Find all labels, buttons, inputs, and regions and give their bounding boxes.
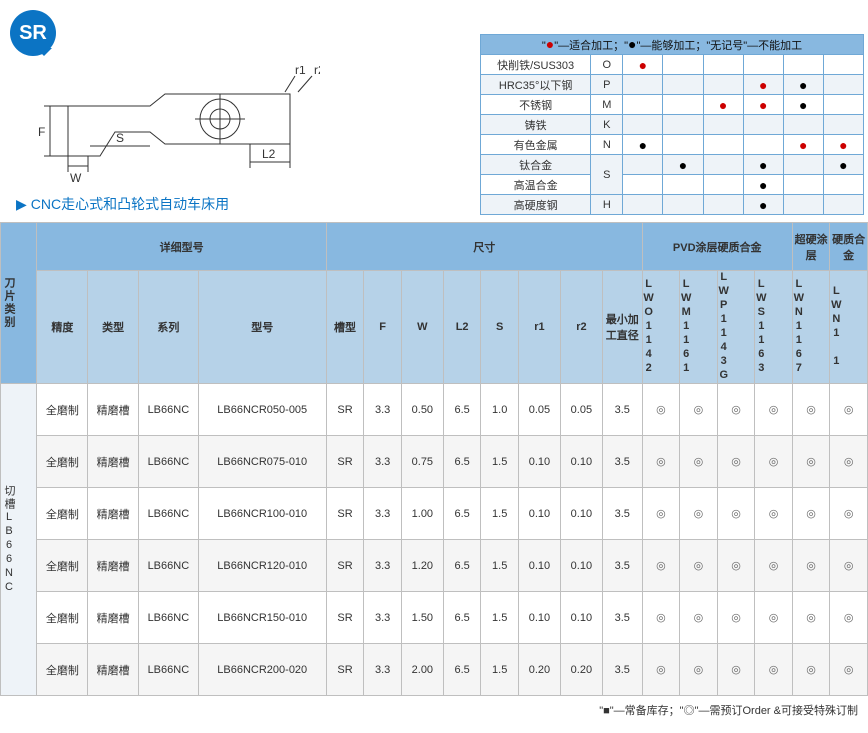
svg-text:F: F xyxy=(38,125,45,139)
sr-badge: SR xyxy=(10,10,56,56)
svg-text:W: W xyxy=(70,171,82,185)
footer-note: "■"—常备库存；"◎"—需预订Order &可接受特殊订制 xyxy=(0,702,858,718)
svg-text:r1: r1 xyxy=(295,66,306,77)
usage-line: ▶CNC走心式和凸轮式自动车床用 xyxy=(16,194,480,214)
spec-table: 刀片类别详细型号尺寸PVD涂层硬质合金超硬涂层硬质合金精度类型系列型号槽型FWL… xyxy=(0,222,868,696)
svg-text:L2: L2 xyxy=(262,147,276,161)
material-table: "●"—适合加工；"●"—能够加工；"无记号"—不能加工快削铁/SUS303O●… xyxy=(480,34,864,215)
svg-text:r2: r2 xyxy=(314,66,320,77)
svg-text:S: S xyxy=(116,131,124,145)
insert-diagram: r1 r2 F W S xyxy=(30,66,320,186)
